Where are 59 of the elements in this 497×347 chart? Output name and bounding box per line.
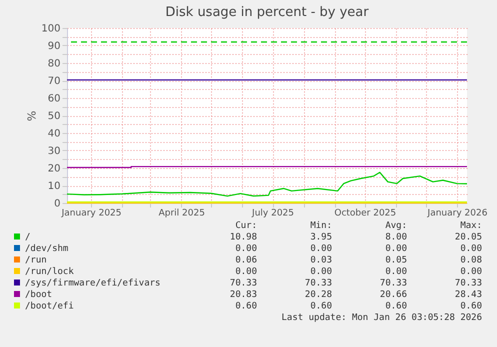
x-tick-label: January 2026 xyxy=(426,208,488,218)
y-tick-label: 40 xyxy=(48,128,60,140)
text: Max: xyxy=(460,221,482,231)
text: 0.60 xyxy=(385,302,407,312)
text: 0.00 xyxy=(385,244,407,254)
y-tick-label: 60 xyxy=(48,94,60,104)
text: 70.33 xyxy=(304,278,332,288)
legend-label: /boot/efi xyxy=(25,302,74,312)
text: 0.00 xyxy=(235,244,257,254)
text: 0.08 xyxy=(460,256,482,266)
text: 0.03 xyxy=(310,256,332,266)
text: 0.06 xyxy=(235,256,257,266)
text: 20.05 xyxy=(454,232,482,242)
text: 0.00 xyxy=(310,267,332,277)
text: 0.00 xyxy=(385,267,407,277)
text: 20.66 xyxy=(380,290,407,300)
legend-label: /boot xyxy=(25,290,52,300)
y-tick-label: 70 xyxy=(48,76,60,87)
y-tick-label: 10 xyxy=(48,181,60,192)
x-tick-label: April 2025 xyxy=(158,208,205,218)
line-series xyxy=(66,172,468,197)
y-axis-title: % xyxy=(25,110,38,122)
text: Avg: xyxy=(385,221,407,231)
text: 70.33 xyxy=(380,278,407,288)
y-tick-label: 80 xyxy=(48,58,60,70)
text: 0.00 xyxy=(460,267,482,277)
text: 0.60 xyxy=(235,302,257,312)
y-tick-label: 0 xyxy=(54,198,60,210)
x-tick-label: January 2025 xyxy=(60,208,122,218)
y-tick-label: 50 xyxy=(48,111,60,122)
y-tick-label: 100 xyxy=(41,24,60,34)
text: Last update: Mon Jan 26 03:05:28 2026 xyxy=(282,313,482,323)
legend-label: / xyxy=(25,232,30,242)
legend-label: /run xyxy=(25,256,47,266)
text: 0.05 xyxy=(385,256,407,266)
text: 20.83 xyxy=(230,290,257,300)
text: Min: xyxy=(310,221,332,231)
text: Cur: xyxy=(235,221,257,231)
y-tick-label: 20 xyxy=(48,164,60,174)
legend-label: /dev/shm xyxy=(25,244,68,254)
y-tick-label: 90 xyxy=(48,41,60,52)
text: 28.43 xyxy=(454,290,482,300)
text: 8.00 xyxy=(385,232,407,242)
text: 0.60 xyxy=(310,302,332,312)
legend-label: /run/lock xyxy=(25,267,74,277)
text: 20.28 xyxy=(304,290,332,300)
text: 0.60 xyxy=(460,302,482,312)
text: 0.00 xyxy=(235,267,257,277)
x-tick-label: July 2025 xyxy=(251,208,294,218)
x-tick-label: October 2025 xyxy=(334,208,396,218)
text: 10.98 xyxy=(230,232,257,242)
y-tick-label: 30 xyxy=(48,146,60,157)
chart-title: Disk usage in percent - by year xyxy=(165,5,370,20)
text: 3.95 xyxy=(310,232,332,242)
text: 0.00 xyxy=(310,244,332,254)
legend-label: /sys/firmware/efi/efivars xyxy=(25,278,160,288)
text: 70.33 xyxy=(454,278,482,288)
text: 0.00 xyxy=(460,244,482,254)
text: 70.33 xyxy=(230,278,257,288)
